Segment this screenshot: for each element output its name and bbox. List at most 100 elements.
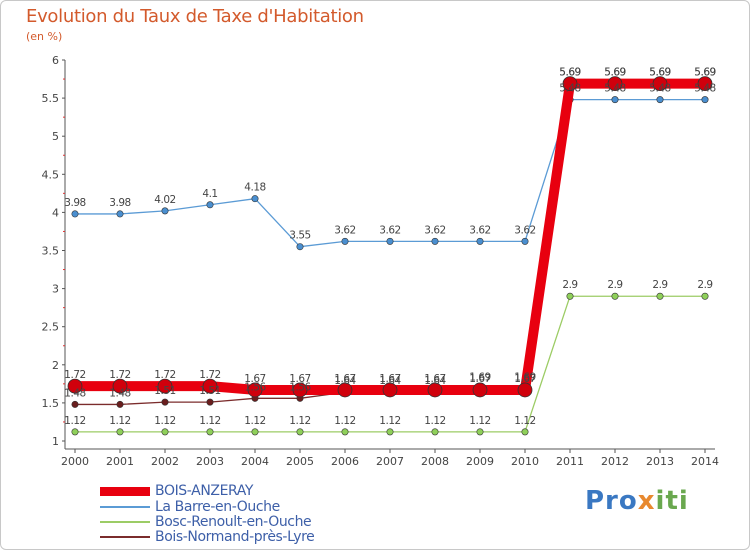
data-label-bois-anzeray: 5.69 [649,67,670,79]
data-label-la-barre-en-ouche: 4.02 [154,194,175,206]
data-point-bois-anzeray [652,76,668,92]
data-point-la-barre-en-ouche [341,237,349,245]
proxiti-logo: Proxiti [585,486,689,516]
data-label-bois-normand-pres-lyre: 1.56 [289,381,311,393]
legend-item-bois-normand-pres-lyre: Bois-Normand-près-Lyre [100,530,315,544]
data-label-la-barre-en-ouche: 4.1 [202,188,217,200]
data-label-la-barre-en-ouche: 3.62 [514,224,535,236]
data-point-la-barre-en-ouche [521,237,529,245]
data-point-bosc-renoult-en-ouche [701,292,709,300]
y-tick-label: 1.5 [42,397,60,410]
x-tick-label: 2002 [151,455,179,468]
y-tick-label: 1 [52,435,59,448]
legend-label-bois-anzeray: BOIS-ANZERAY [155,483,254,499]
data-label-la-barre-en-ouche: 3.62 [379,224,400,236]
legend-swatch-la-barre-en-ouche [100,506,150,508]
data-point-bois-normand-pres-lyre [206,398,214,406]
legend-label-bosc-renoult-en-ouche: Bosc-Renoult-en-Ouche [155,514,312,530]
data-label-bois-anzeray: 1.67 [514,373,535,385]
data-label-bois-normand-pres-lyre: 1.69 [514,371,535,383]
x-tick-label: 2004 [241,455,269,468]
data-label-bois-anzeray: 1.72 [109,369,130,381]
data-point-bois-anzeray [67,378,83,394]
data-point-bois-anzeray [562,76,578,92]
logo-part-x: x [637,486,656,516]
data-point-bois-anzeray [472,382,488,398]
data-point-bois-anzeray [382,382,398,398]
data-point-la-barre-en-ouche [611,96,619,104]
data-label-bosc-renoult-en-ouche: 1.12 [334,415,355,427]
legend-item-bosc-renoult-en-ouche: Bosc-Renoult-en-Ouche [100,514,312,530]
legend-item-bois-anzeray: BOIS-ANZERAY [100,484,253,498]
logo-part-pro: Pro [585,486,638,516]
data-point-bois-anzeray [112,378,128,394]
data-point-bosc-renoult-en-ouche [656,292,664,300]
data-point-la-barre-en-ouche [161,207,169,215]
data-label-bosc-renoult-en-ouche: 2.9 [607,279,622,291]
data-point-bosc-renoult-en-ouche [341,428,349,436]
data-label-la-barre-en-ouche: 3.98 [109,197,130,209]
y-tick-label: 5 [52,130,59,143]
data-label-bosc-renoult-en-ouche: 1.12 [154,415,175,427]
data-point-bois-normand-pres-lyre [71,400,79,408]
x-tick-label: 2003 [196,455,224,468]
x-tick-label: 2009 [466,455,494,468]
series-line-bois-anzeray [70,78,710,395]
data-label-la-barre-en-ouche: 3.62 [334,224,355,236]
data-label-bois-anzeray: 1.72 [154,369,175,381]
data-point-bosc-renoult-en-ouche [206,428,214,436]
data-label-la-barre-en-ouche: 5.48 [559,83,580,95]
data-label-la-barre-en-ouche: 5.48 [604,83,625,95]
data-label-bois-anzeray: 5.69 [559,67,580,79]
logo-part-iti: iti [655,486,689,516]
data-point-la-barre-en-ouche [431,237,439,245]
data-label-bois-anzeray: 1.72 [64,369,85,381]
data-label-bois-normand-pres-lyre: 1.64 [379,375,401,387]
data-label-bosc-renoult-en-ouche: 1.12 [109,415,130,427]
y-tick-label: 5.5 [42,92,60,105]
data-label-bosc-renoult-en-ouche: 1.12 [199,415,220,427]
x-tick-label: 2007 [376,455,404,468]
data-label-bois-anzeray: 1.67 [244,373,265,385]
legend-label-la-barre-en-ouche: La Barre-en-Ouche [155,499,280,515]
data-label-bosc-renoult-en-ouche: 1.12 [244,415,265,427]
data-point-la-barre-en-ouche [296,243,304,251]
x-tick-label: 2013 [646,455,674,468]
x-tick-label: 2000 [61,455,89,468]
data-point-bois-anzeray [697,76,713,92]
data-point-bois-anzeray [247,382,263,398]
data-point-la-barre-en-ouche [656,96,664,104]
y-tick-label: 3.5 [42,245,60,258]
data-label-bois-normand-pres-lyre: 1.69 [469,371,490,383]
data-point-bois-normand-pres-lyre [116,400,124,408]
data-label-bois-anzeray: 5.69 [604,67,625,79]
data-point-bosc-renoult-en-ouche [386,428,394,436]
data-point-la-barre-en-ouche [701,96,709,104]
data-point-bois-anzeray [202,378,218,394]
data-point-bosc-renoult-en-ouche [521,428,529,436]
y-tick-label: 2.5 [42,321,60,334]
y-tick-label: 6 [52,54,59,67]
data-point-bois-anzeray [607,76,623,92]
data-label-la-barre-en-ouche: 3.62 [469,224,490,236]
data-label-bois-normand-pres-lyre: 5.69 [604,67,625,79]
x-tick-label: 2008 [421,455,449,468]
data-label-bois-normand-pres-lyre: 5.69 [694,67,715,79]
data-point-bosc-renoult-en-ouche [476,428,484,436]
data-point-la-barre-en-ouche [386,237,394,245]
data-point-bosc-renoult-en-ouche [611,292,619,300]
data-point-bois-anzeray [517,382,533,398]
y-tick-label: 3 [52,283,59,296]
y-tick-label: 4 [52,206,59,219]
data-label-bois-anzeray: 1.67 [379,373,400,385]
chart-title: Evolution du Taux de Taxe d'Habitation [26,6,364,27]
data-point-bois-anzeray [157,378,173,394]
data-label-bois-normand-pres-lyre: 1.64 [334,375,356,387]
y-tick-label: 2 [52,359,59,372]
x-tick-label: 2014 [691,455,719,468]
data-point-la-barre-en-ouche [71,210,79,218]
data-label-bois-anzeray: 1.72 [199,369,220,381]
data-point-bosc-renoult-en-ouche [116,428,124,436]
data-label-bois-normand-pres-lyre: 1.48 [109,387,130,399]
